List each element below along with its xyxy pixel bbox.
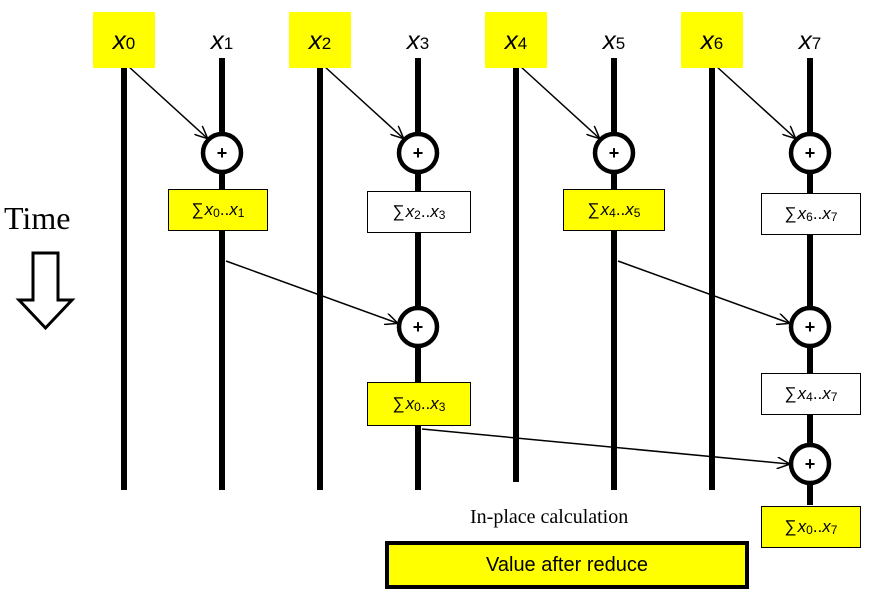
- plus-operator-5: +: [788, 305, 832, 349]
- data-flow-arrow-2: [519, 65, 599, 138]
- plus-operator-0: +: [200, 131, 244, 175]
- plus-circle-icon: [788, 442, 832, 486]
- partial-sum-x4-x5: ∑ x 4.. x 5: [563, 189, 665, 231]
- legend-value-after-reduce: Value after reduce: [385, 541, 749, 589]
- data-flow-arrow-0: [127, 65, 207, 138]
- plus-symbol: +: [217, 143, 228, 163]
- plus-symbol: +: [805, 454, 816, 474]
- data-flow-arrow-3: [715, 65, 795, 138]
- plus-operator-6: +: [788, 442, 832, 486]
- plus-circle-icon: [200, 131, 244, 175]
- plus-circle-icon: [592, 131, 636, 175]
- partial-sum-x0-x1: ∑ x 0.. x 1: [168, 189, 268, 231]
- plus-symbol: +: [413, 143, 424, 163]
- partial-sum-x0-x3: ∑ x 0.. x 3: [367, 382, 471, 426]
- plus-operator-2: +: [592, 131, 636, 175]
- time-label: Time: [4, 200, 71, 236]
- plus-circle-icon: [396, 131, 440, 175]
- plus-circle-icon: [788, 305, 832, 349]
- plus-operator-1: +: [396, 131, 440, 175]
- plus-symbol: +: [413, 317, 424, 337]
- plus-operator-4: +: [396, 305, 440, 349]
- partial-sum-x6-x7: ∑ x 6.. x 7: [761, 193, 861, 235]
- plus-symbol: +: [609, 143, 620, 163]
- plus-circle-icon: [788, 131, 832, 175]
- partial-sum-x0-x7: ∑ x 0.. x 7: [761, 506, 861, 548]
- plus-symbol: +: [805, 317, 816, 337]
- data-flow-arrow-5: [617, 260, 789, 323]
- data-flow-arrow-6: [421, 428, 789, 464]
- partial-sum-x2-x3: ∑ x 2.. x 3: [367, 191, 471, 233]
- time-down-arrow-icon: [15, 251, 76, 331]
- plus-operator-3: +: [788, 131, 832, 175]
- data-flow-arrow-1: [323, 65, 403, 138]
- caption: In-place calculation: [470, 506, 629, 528]
- plus-circle-icon: [396, 305, 440, 349]
- data-flow-arrow-4: [225, 260, 397, 323]
- plus-symbol: +: [805, 143, 816, 163]
- partial-sum-x4-x7: ∑ x 4.. x 7: [761, 373, 861, 415]
